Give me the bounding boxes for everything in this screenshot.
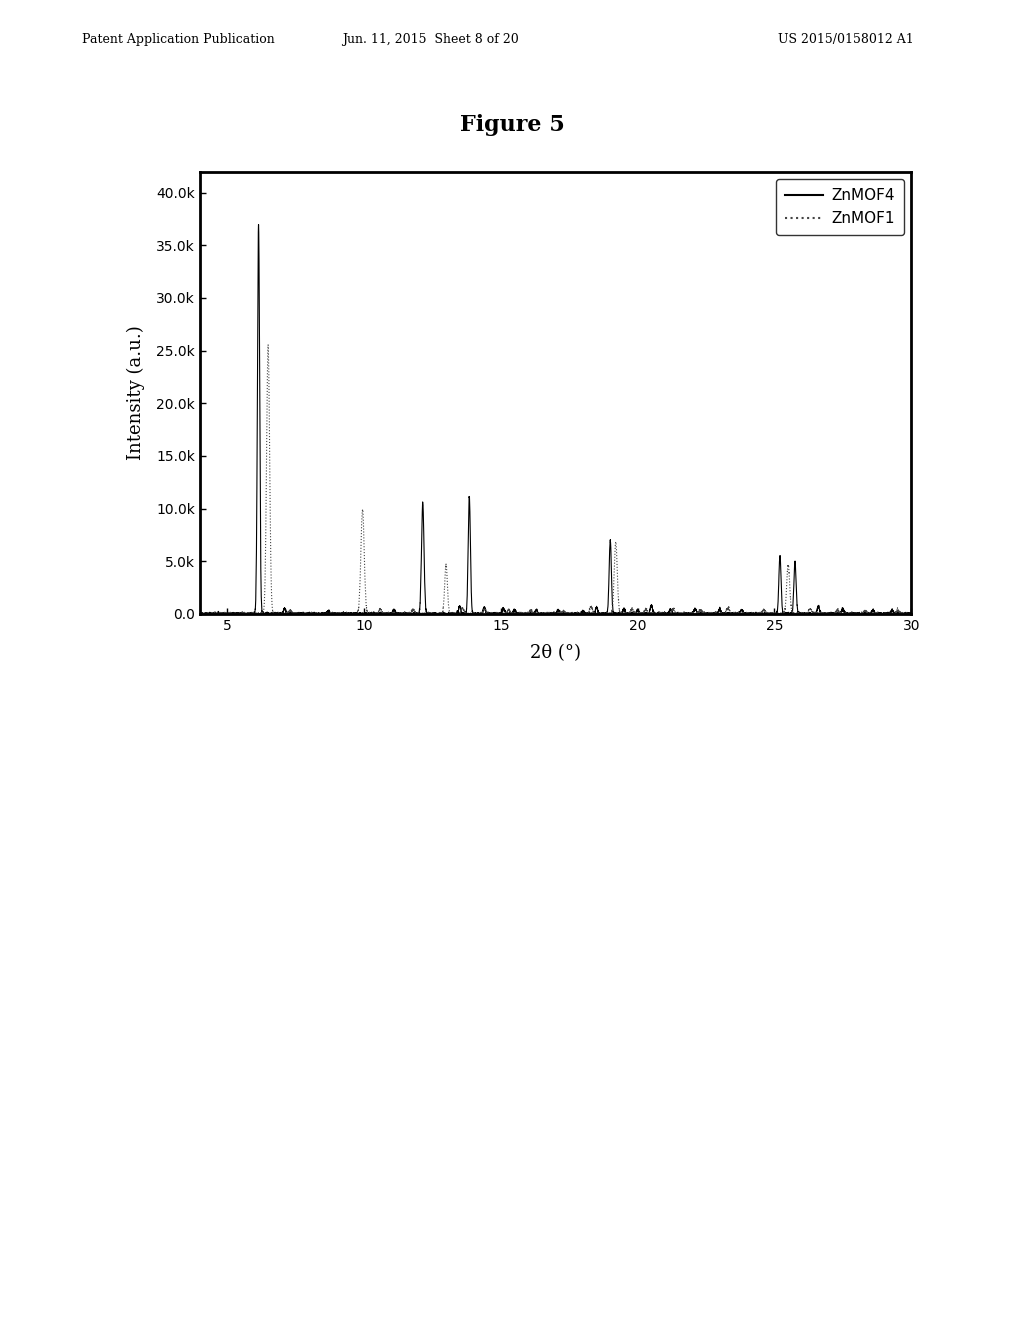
Text: Figure 5: Figure 5: [460, 115, 564, 136]
X-axis label: 2θ (°): 2θ (°): [530, 644, 581, 661]
ZnMOF4: [721, 606, 733, 622]
ZnMOF1: [646, 606, 658, 622]
ZnMOF4: [646, 598, 658, 614]
Text: Jun. 11, 2015  Sheet 8 of 20: Jun. 11, 2015 Sheet 8 of 20: [342, 33, 518, 46]
ZnMOF4: [253, 216, 265, 232]
ZnMOF4: [760, 606, 772, 622]
Text: US 2015/0158012 A1: US 2015/0158012 A1: [778, 33, 914, 46]
ZnMOF1: [194, 606, 206, 622]
ZnMOF1: [262, 337, 274, 352]
Text: Patent Application Publication: Patent Application Publication: [82, 33, 274, 46]
ZnMOF1: [905, 606, 918, 622]
Line: ZnMOF4: ZnMOF4: [200, 224, 911, 614]
Legend: ZnMOF4, ZnMOF1: ZnMOF4, ZnMOF1: [776, 180, 904, 235]
ZnMOF4: [905, 605, 918, 620]
ZnMOF1: [452, 606, 464, 622]
Y-axis label: Intensity (a.u.): Intensity (a.u.): [127, 325, 144, 461]
ZnMOF1: [759, 605, 771, 620]
ZnMOF1: [721, 602, 733, 618]
ZnMOF1: [229, 606, 242, 622]
ZnMOF4: [194, 606, 206, 622]
ZnMOF4: [452, 605, 464, 620]
ZnMOF4: [229, 606, 242, 622]
ZnMOF4: [614, 605, 627, 620]
Line: ZnMOF1: ZnMOF1: [200, 345, 911, 614]
ZnMOF4: [194, 606, 206, 622]
ZnMOF1: [614, 606, 627, 622]
